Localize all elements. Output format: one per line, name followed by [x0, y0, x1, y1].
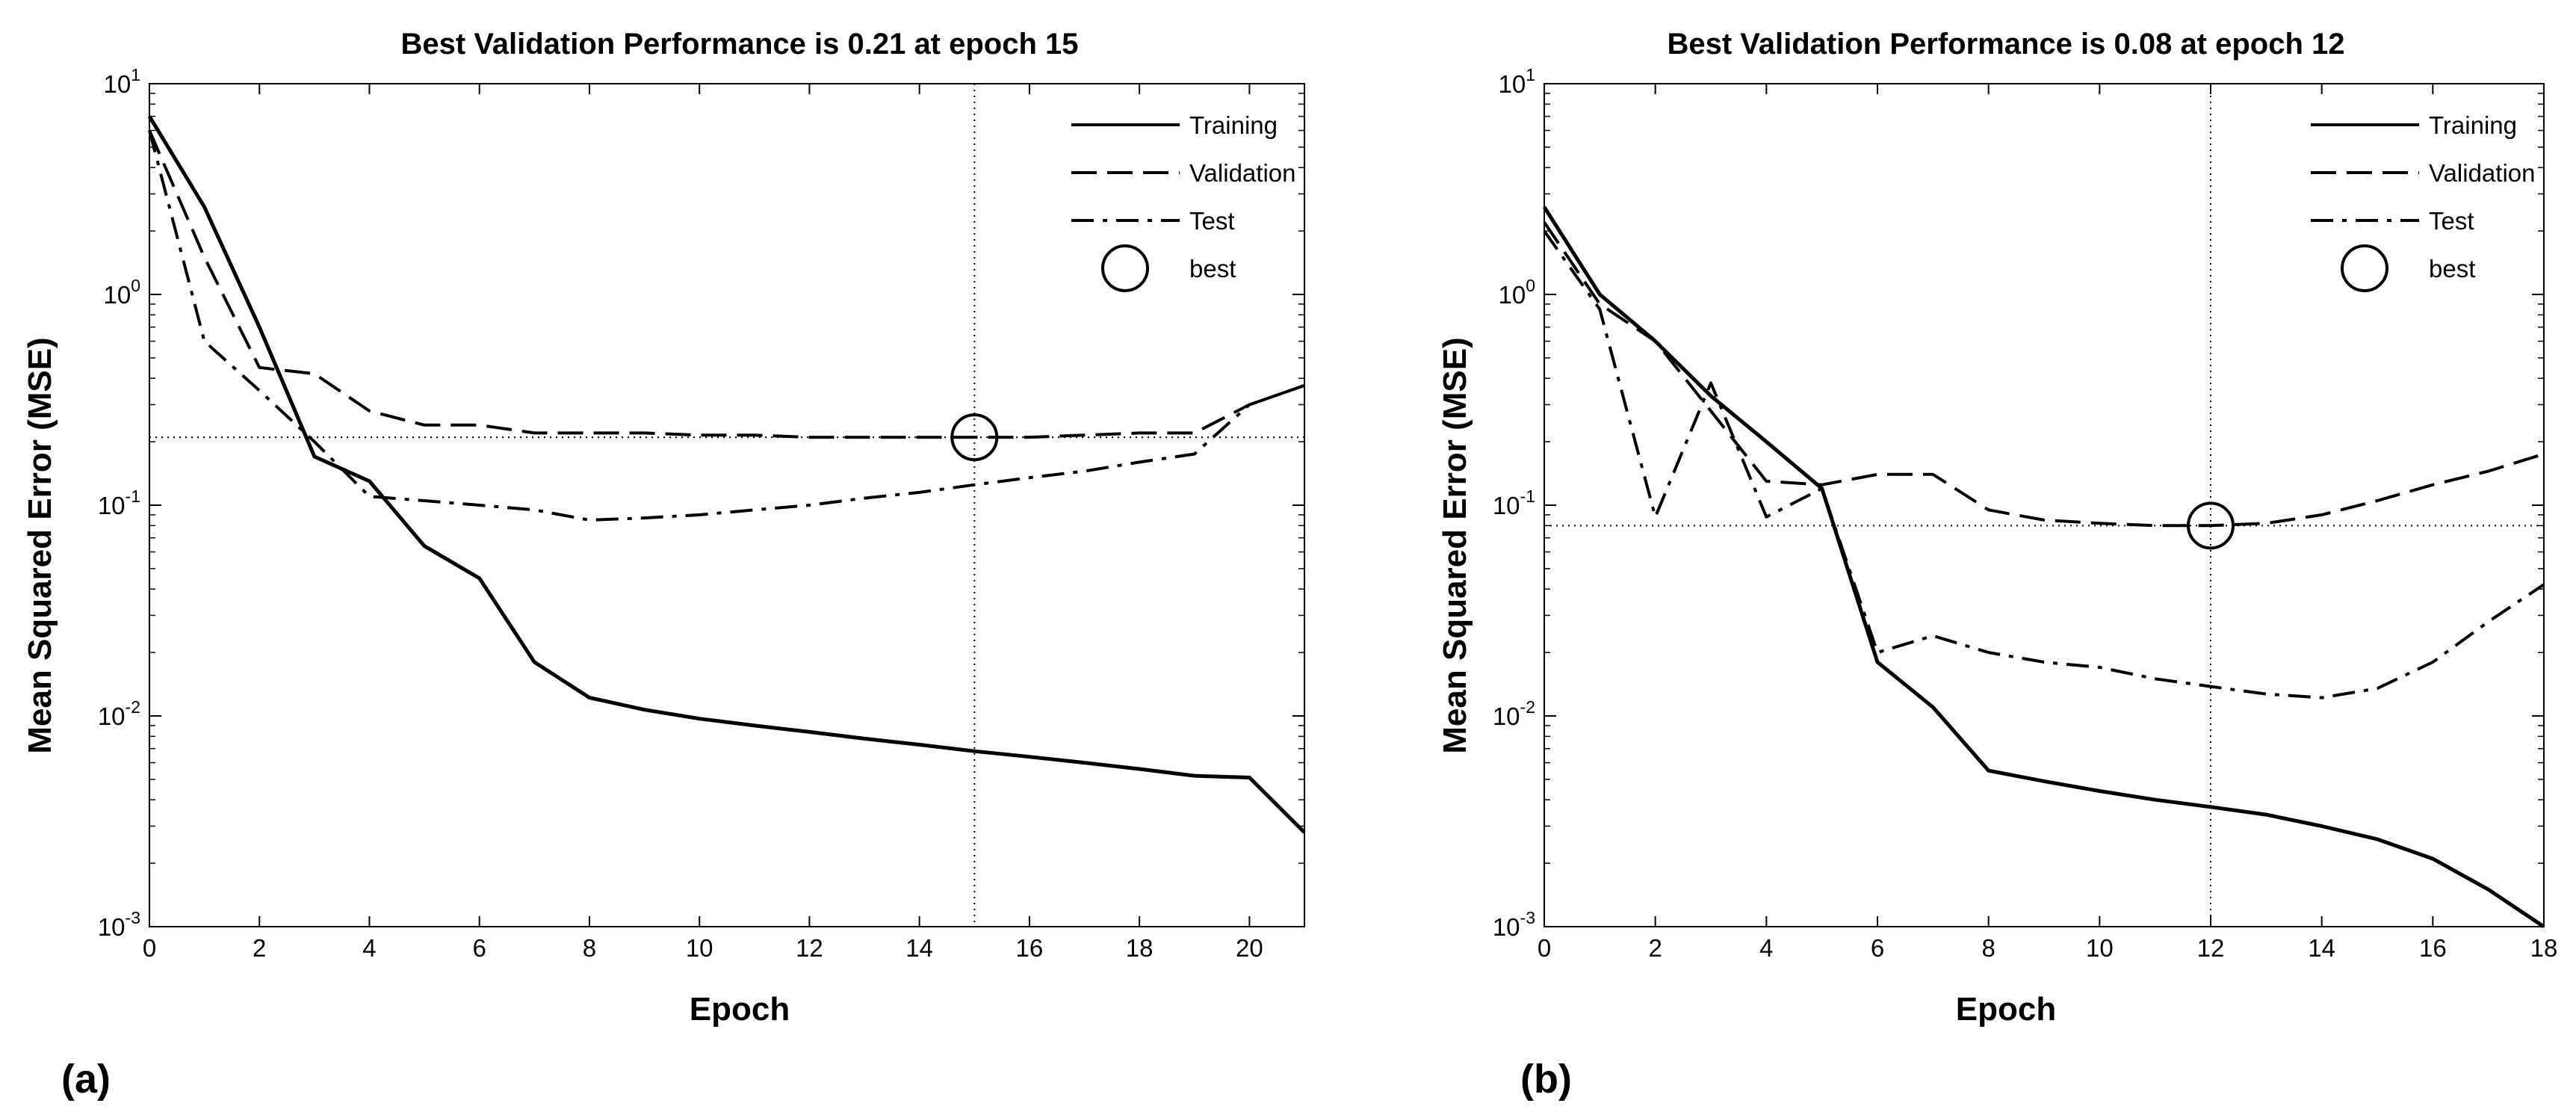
best-marker [950, 413, 999, 462]
x-tick-label: 12 [796, 934, 823, 962]
x-tick-label: 14 [2308, 934, 2335, 962]
x-tick-label: 2 [1648, 934, 1662, 962]
series-line-test [1543, 229, 2545, 699]
chart-title: Best Validation Performance is 0.21 at e… [400, 28, 1078, 61]
y-tick-label: 100 [1498, 276, 1535, 309]
x-tick-label: 8 [583, 934, 596, 962]
x-axis-label: Epoch [690, 991, 790, 1028]
y-tick-label: 10-1 [98, 486, 140, 519]
axes-box [149, 83, 1305, 927]
series-line-validation [148, 129, 1305, 439]
x-tick-label: 4 [1759, 934, 1773, 962]
x-tick-label: 10 [686, 934, 713, 962]
series-line-training [1542, 206, 2545, 929]
panel-label: (a) [61, 1057, 111, 1102]
legend-label: best [2429, 255, 2475, 282]
legend-label: Training [2429, 111, 2517, 139]
x-tick-label: 18 [2530, 934, 2558, 962]
y-tick-label: 10-3 [1493, 908, 1535, 941]
x-tick-label: 0 [143, 934, 156, 962]
legend-best-marker [1101, 244, 1149, 292]
x-tick-label: 20 [1236, 934, 1263, 962]
x-tick-label: 18 [1126, 934, 1154, 962]
x-tick-label: 8 [1981, 934, 1995, 962]
x-tick-label: 12 [2197, 934, 2225, 962]
y-tick-label: 10-3 [98, 908, 140, 941]
y-tick-label: 101 [1498, 65, 1535, 98]
legend-label: Test [2429, 207, 2474, 235]
x-tick-label: 0 [1538, 934, 1551, 962]
x-tick-label: 6 [1871, 934, 1884, 962]
x-tick-label: 16 [2419, 934, 2447, 962]
chart-panel-a: Best Validation Performance is 0.21 at e… [22, 28, 1306, 1102]
x-axis-label: Epoch [1956, 991, 2056, 1028]
panel-label: (b) [1520, 1057, 1572, 1102]
y-tick-label: 101 [103, 65, 140, 98]
x-tick-label: 6 [473, 934, 486, 962]
legend-label: Training [1189, 111, 1278, 139]
legend-best-marker [2341, 244, 2388, 292]
legend-label: Test [1189, 207, 1235, 235]
x-tick-label: 4 [362, 934, 376, 962]
legend-label: Validation [1189, 159, 1296, 187]
series-line-training [147, 115, 1306, 834]
y-tick-label: 10-1 [1493, 486, 1535, 519]
x-tick-label: 2 [253, 934, 266, 962]
axes-box [1544, 83, 2545, 927]
series-line-validation [1543, 221, 2545, 528]
y-axis-label: Mean Squared Error (MSE) [1437, 337, 1473, 753]
y-tick-label: 100 [103, 276, 140, 309]
best-marker [2187, 501, 2235, 550]
series-line-test [148, 130, 1305, 522]
chart-title: Best Validation Performance is 0.08 at e… [1667, 28, 2344, 61]
y-tick-label: 10-2 [1493, 697, 1535, 730]
legend-label: Validation [2429, 159, 2536, 187]
y-tick-label: 10-2 [98, 697, 140, 730]
x-tick-label: 10 [2086, 934, 2114, 962]
y-axis-label: Mean Squared Error (MSE) [22, 337, 58, 753]
x-tick-label: 16 [1016, 934, 1044, 962]
legend-label: best [1189, 255, 1236, 282]
plot-area: 0 2 4 6 8 10 12 14 16 18 20 10-3 10-2 10-1 100 101 Train… [98, 65, 1306, 962]
plot-area: 0 2 4 6 8 10 12 14 16 18 10-3 10-2 10-1 100 101 Trainin… [1493, 65, 2558, 962]
chart-panel-b: Best Validation Performance is 0.08 at e… [1437, 28, 2557, 1102]
x-tick-label: 14 [905, 934, 933, 962]
